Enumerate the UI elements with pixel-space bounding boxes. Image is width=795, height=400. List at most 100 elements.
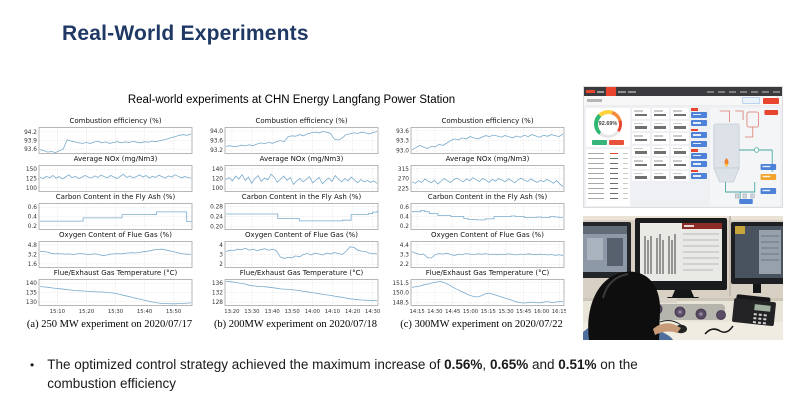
scada-header-link <box>762 90 769 93</box>
bullet-bold-value: 0.51% <box>558 357 597 372</box>
scada-logo-text <box>597 90 604 93</box>
stop-button <box>609 140 624 145</box>
chart-plot: 151.5 150.0 148.514:15 14:30 14:45 15:00 15:15… <box>392 279 566 315</box>
bullet-text-part: The optimized control strategy achieved … <box>47 357 445 372</box>
metric-card <box>671 133 689 144</box>
chart-title: Carbon Content in the Fly Ash (%) <box>427 193 548 201</box>
svg-text:13:20: 13:20 <box>224 309 240 315</box>
chart-title: Flue/Exhaust Gas Temperature (°C) <box>239 269 364 277</box>
chart-plot: 150 125 100 <box>26 165 193 192</box>
scada-secondary-button <box>742 97 760 104</box>
scada-body: 92.69% <box>584 106 782 207</box>
svg-text:13:40: 13:40 <box>264 309 280 315</box>
scada-header-link <box>773 90 780 93</box>
chart-plot: 94.2 93.9 93.6 <box>24 127 193 154</box>
metric-card <box>651 120 670 131</box>
svg-text:0.4: 0.4 <box>400 215 410 221</box>
svg-text:0.6: 0.6 <box>400 205 410 211</box>
setpoint-widget <box>691 169 708 179</box>
svg-text:225: 225 <box>398 186 409 192</box>
scada-header-link <box>740 90 747 93</box>
experiment-column-c: Combustion efficiency (%) 93.6 93.3 93.0 Ave… <box>389 117 566 330</box>
svg-text:2: 2 <box>219 262 223 268</box>
chart-title: Carbon Content in the Fly Ash (%) <box>241 193 362 201</box>
svg-text:14:15: 14:15 <box>409 309 424 315</box>
svg-text:94.0: 94.0 <box>210 129 223 135</box>
svg-text:150.0: 150.0 <box>392 291 409 297</box>
svg-text:93.2: 93.2 <box>210 148 223 154</box>
svg-text:0.24: 0.24 <box>210 215 223 221</box>
charts-heading: Real-world experiments at CHN Energy Lan… <box>127 94 456 106</box>
svg-text:14:30: 14:30 <box>427 309 443 315</box>
parameter-row <box>588 151 628 156</box>
metric-card <box>651 170 670 181</box>
setpoint-button <box>691 132 707 138</box>
metric-card <box>632 108 650 119</box>
scada-left-panel: 92.69% <box>586 108 630 206</box>
svg-text:3.2: 3.2 <box>28 253 38 259</box>
metric-card <box>632 158 650 169</box>
start-button <box>592 140 607 145</box>
setpoint-widget <box>691 128 708 138</box>
setpoint-button <box>691 140 707 147</box>
bullet-text: The optimized control strategy achieved … <box>47 356 690 394</box>
scada-primary-button <box>763 97 779 104</box>
chart-plot: 0.6 0.4 0.2 <box>28 203 193 230</box>
chart-plot: 0.28 0.24 0.20 <box>210 203 379 230</box>
phone-cord <box>704 325 734 335</box>
scada-header-link <box>718 90 725 93</box>
setpoint-button <box>691 111 707 118</box>
experiment-column-b: Combustion efficiency (%) 94.0 93.6 93.2 Ave… <box>203 117 380 330</box>
burner-icons <box>735 193 755 199</box>
chart-title: Oxygen Content of Flue Gas (%) <box>431 231 544 239</box>
bullet-marker: • <box>30 358 35 372</box>
svg-text:0.6: 0.6 <box>28 205 38 211</box>
scada-header-bar <box>584 87 782 96</box>
chart-title: Average NOx (mg/Nm3) <box>259 155 344 163</box>
svg-text:4.4: 4.4 <box>400 243 410 249</box>
svg-text:16:15: 16:15 <box>552 309 566 315</box>
chart-title: Average NOx (mg/Nm3) <box>73 155 158 163</box>
diagram-buttons <box>739 164 777 204</box>
svg-text:93.6: 93.6 <box>24 147 37 153</box>
metric-card <box>632 133 650 144</box>
bullet-bold-value: 0.65% <box>489 357 529 372</box>
svg-text:1.6: 1.6 <box>28 262 38 268</box>
chart-plot: 315 270 225 <box>398 165 565 192</box>
metric-card <box>651 108 670 119</box>
setpoint-widget <box>691 161 708 167</box>
chart-title: Flue/Exhaust Gas Temperature (°C) <box>425 269 550 277</box>
parameter-row <box>588 161 628 166</box>
scada-header-link <box>729 90 736 93</box>
scada-parameter-list <box>586 149 630 206</box>
svg-text:0.28: 0.28 <box>210 205 223 211</box>
parameter-row <box>588 196 628 201</box>
arm <box>653 323 681 335</box>
scada-toolbar <box>584 96 782 106</box>
parameter-row <box>588 156 628 161</box>
svg-text:140: 140 <box>26 281 37 287</box>
setpoint-button <box>691 152 707 159</box>
svg-text:0.20: 0.20 <box>210 224 223 230</box>
operator-person <box>583 271 681 340</box>
boiler-diagram <box>710 108 780 206</box>
svg-text:4.8: 4.8 <box>28 243 38 249</box>
svg-text:16:00: 16:00 <box>534 309 550 315</box>
svg-text:270: 270 <box>398 177 409 183</box>
monitor-center <box>635 218 727 290</box>
svg-text:15:30: 15:30 <box>498 309 514 315</box>
svg-text:130: 130 <box>26 300 37 306</box>
chart-plot: 140 135 130 15:10 15:20 15:30 15:40 15:50 <box>26 279 193 315</box>
chart-title: Carbon Content in the Fly Ash (%) <box>55 193 176 201</box>
setpoint-widget <box>691 140 708 147</box>
svg-text:3.3: 3.3 <box>400 253 410 259</box>
scada-gauge-card: 92.69% <box>586 108 630 147</box>
scada-header-link <box>751 90 758 93</box>
boiler-diagram-svg <box>710 108 780 206</box>
parameter-row <box>588 171 628 176</box>
svg-text:14:30: 14:30 <box>365 309 380 315</box>
setpoint-alarm-tag <box>691 149 698 152</box>
metric-card <box>671 145 689 156</box>
experiment-caption: (b) 200MW experiment on 2020/07/18 <box>213 319 378 330</box>
